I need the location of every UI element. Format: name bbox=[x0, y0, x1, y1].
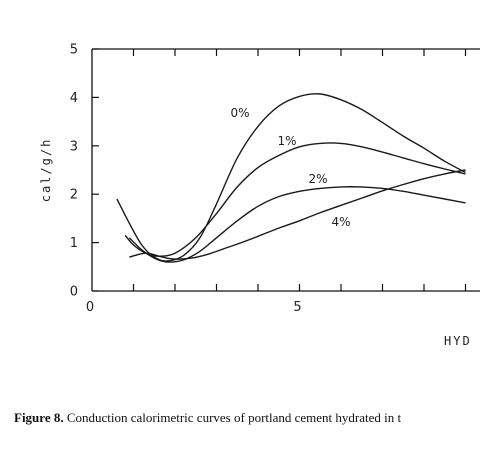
series-label-3: 2% bbox=[308, 172, 327, 186]
y-tick-label: 0 bbox=[70, 285, 78, 300]
series-line-3 bbox=[128, 186, 466, 263]
y-tick-label: 2 bbox=[70, 188, 78, 203]
x-axis-label: HYD bbox=[444, 334, 472, 348]
figure-caption: Figure 8. Conduction calorimetric curves… bbox=[14, 410, 480, 426]
series-label-1: 0% bbox=[230, 106, 249, 120]
caption-text: Conduction calorimetric curves of portla… bbox=[63, 410, 402, 425]
series-label-2: 1% bbox=[277, 134, 296, 148]
y-tick-label: 4 bbox=[70, 91, 78, 106]
axes bbox=[91, 48, 480, 292]
x-tick-label: 0 bbox=[86, 300, 94, 315]
series-line-1 bbox=[116, 93, 466, 262]
y-axis-label: cal/g/h bbox=[39, 138, 53, 203]
caption-label: Figure 8. bbox=[14, 410, 64, 425]
series-line-2 bbox=[124, 142, 466, 257]
ticks: 0 1 2 3 4 5 0 5 cal/g/h HYD bbox=[39, 43, 472, 349]
y-tick-label: 3 bbox=[70, 139, 78, 154]
series-lines bbox=[116, 93, 466, 263]
y-tick-label: 1 bbox=[70, 236, 78, 251]
series-label-4: 4% bbox=[331, 215, 350, 229]
y-tick-label: 5 bbox=[70, 43, 78, 58]
series-line-4 bbox=[129, 169, 466, 260]
x-tick-label: 5 bbox=[293, 300, 301, 315]
series-labels: 0% 1% 2% 4% bbox=[230, 106, 350, 229]
chart: 0 1 2 3 4 5 0 5 cal/g/h HYD 0% 1% 2% 4% bbox=[39, 43, 480, 349]
